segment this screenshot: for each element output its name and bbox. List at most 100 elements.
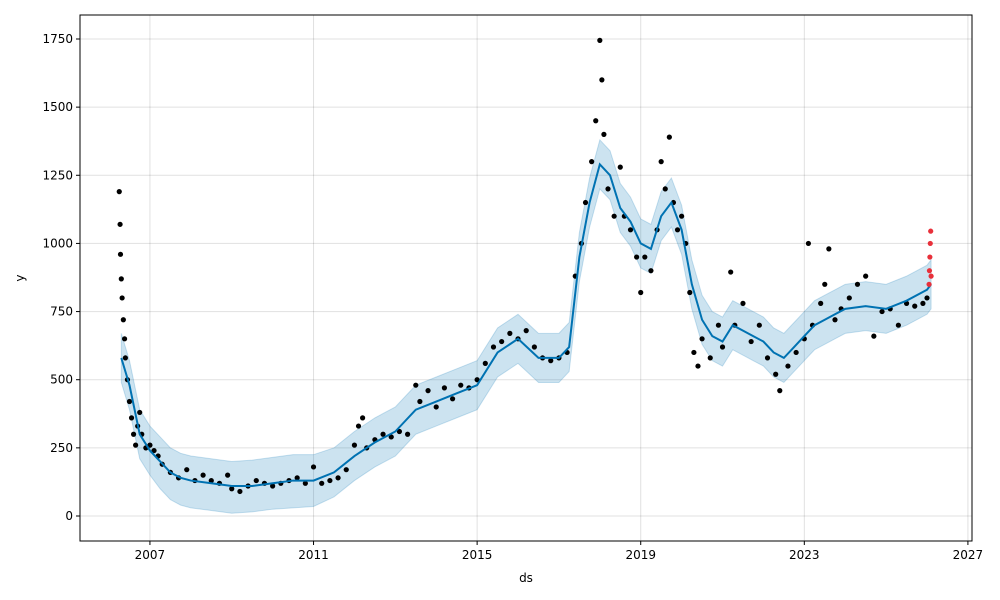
recent-point [927,240,933,247]
observed-point [728,269,734,275]
observed-point [805,240,812,247]
observed-point [658,159,664,165]
observed-point [474,377,480,383]
observed-point [666,134,672,140]
observed-point [912,303,918,309]
observed-point [773,371,779,377]
observed-point [482,360,488,366]
observed-point [871,333,877,339]
y-tick-label: 1500 [42,100,73,114]
observed-point [674,227,681,233]
observed-point [208,477,214,484]
observed-point [719,344,726,350]
observed-point [229,486,235,492]
y-tick-label: 0 [65,509,73,523]
observed-point [327,477,333,484]
observed-point [638,289,644,296]
observed-point [425,388,431,394]
y-tick-label: 500 [50,373,73,387]
observed-point [582,199,589,206]
observed-point [120,317,126,323]
observed-point [490,344,497,350]
observed-point [748,338,754,345]
observed-point [601,131,607,137]
observed-point [417,398,423,405]
observed-point [413,382,419,388]
observed-point [920,300,926,306]
observed-point [270,483,276,489]
observed-point [458,382,464,388]
observed-point [785,363,791,369]
observed-point [225,472,231,478]
observed-point [627,227,634,233]
observed-point [715,322,722,328]
observed-point [648,268,654,274]
observed-point [642,254,648,260]
observed-point [924,295,930,301]
observed-point [740,300,746,306]
observed-point [662,186,668,192]
uncertainty-band [120,138,932,514]
observed-point [507,330,513,336]
observed-point [118,276,124,282]
observed-point [879,308,885,315]
observed-point [548,358,554,364]
observed-point [380,431,386,437]
observed-point [605,186,611,192]
observed-point [253,477,259,484]
observed-point [895,322,901,328]
observed-point [707,355,713,361]
x-tick-label: 2019 [625,548,656,562]
observed-point [449,396,456,402]
x-tick-label: 2015 [462,548,493,562]
observed-point [777,388,783,394]
observed-point [793,349,799,356]
observed-point [126,398,133,405]
recent-point [928,273,934,279]
observed-point [699,336,705,342]
observed-point [133,442,139,448]
observed-point [388,434,394,440]
observed-point [822,281,828,287]
observed-point [117,251,124,257]
observed-point [846,295,852,301]
observed-point [335,475,341,481]
x-tick-label: 2027 [953,548,984,562]
observed-point [863,273,869,279]
observed-point [764,355,771,361]
observed-point [128,415,135,421]
observed-point [597,37,603,43]
observed-point [116,189,122,195]
observed-point [617,164,623,170]
observed-point [396,428,403,435]
observed-point [433,404,439,410]
observed-point [818,300,824,306]
observed-point [826,246,832,252]
observed-point [184,467,190,473]
observed-point [294,475,300,481]
x-tick-label: 2011 [298,548,329,562]
y-tick-label: 1000 [42,236,73,250]
observed-point [599,77,605,83]
observed-point [404,431,411,437]
observed-point [121,336,128,342]
recent-point [926,281,932,287]
observed-point [343,467,349,473]
observed-point [589,159,595,165]
plot-frame [79,14,973,542]
observed-point [611,213,617,219]
observed-point [523,328,529,334]
observed-point [634,254,640,260]
observed-point [679,213,685,219]
observed-point [695,363,701,369]
recent-point [927,254,933,260]
y-tick-label: 1750 [42,32,73,46]
observed-point [122,355,128,361]
observed-point [691,349,697,356]
x-tick-label: 2023 [789,548,820,562]
observed-point [137,409,143,416]
y-tick-label: 250 [50,441,73,455]
x-tick-label: 2007 [135,548,166,562]
observed-point [119,295,125,301]
